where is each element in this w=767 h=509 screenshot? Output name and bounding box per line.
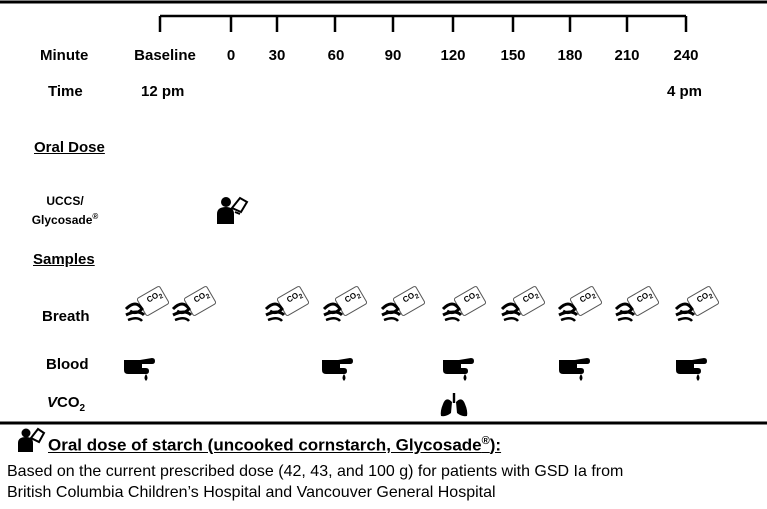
- minute-180: 180: [557, 47, 583, 64]
- minute-210: 210: [614, 47, 640, 64]
- samples-heading: Samples: [33, 251, 95, 268]
- finger-prick-blood-icon: [443, 358, 474, 381]
- uccs-label: UCCS/ Glycosade®: [31, 194, 99, 227]
- minute-150: 150: [500, 47, 526, 64]
- finger-prick-blood-icon: [322, 358, 353, 381]
- breath-bag-co2-icon: [124, 284, 171, 323]
- minute-30: 30: [268, 47, 286, 64]
- vco2-row-label: VCO2: [47, 394, 86, 414]
- breath-bag-co2-icon: [441, 284, 488, 323]
- breath-bag-co2-icon: [500, 284, 547, 323]
- time-end: 4 pm: [667, 83, 703, 100]
- oral-dose-heading: Oral Dose: [34, 139, 105, 156]
- minute-120: 120: [440, 47, 466, 64]
- lungs-icon: [440, 393, 468, 417]
- minute-240: 240: [673, 47, 699, 64]
- breath-bag-co2-icon: [557, 284, 604, 323]
- minute-90: 90: [384, 47, 402, 64]
- breath-row-label: Breath: [42, 308, 90, 325]
- note-line-1: Based on the current prescribed dose (42…: [7, 463, 624, 480]
- timeline-ticks: [158, 16, 688, 32]
- drinking-person-icon: [18, 427, 46, 452]
- breath-bag-co2-icon: [380, 284, 427, 323]
- minute-baseline: Baseline: [134, 47, 196, 64]
- breath-bag-co2-icon: [171, 284, 218, 323]
- time-start: 12 pm: [141, 83, 185, 100]
- drinking-person-icon: [217, 196, 249, 224]
- blood-row-label: Blood: [46, 356, 89, 373]
- finger-prick-blood-icon: [676, 358, 707, 381]
- finger-prick-blood-icon: [124, 358, 155, 381]
- minute-0: 0: [226, 47, 236, 64]
- minute-row-label: Minute: [40, 47, 89, 64]
- breath-bag-co2-icon: [674, 284, 721, 323]
- breath-bag-co2-icon: [614, 284, 661, 323]
- breath-bag-co2-icon: [322, 284, 369, 323]
- note-line-2: British Columbia Children’s Hospital and…: [7, 484, 496, 501]
- minute-60: 60: [327, 47, 345, 64]
- time-row-label: Time: [48, 83, 83, 100]
- note-title: Oral dose of starch (uncooked cornstarch…: [48, 435, 502, 455]
- breath-bag-co2-icon: [264, 284, 311, 323]
- finger-prick-blood-icon: [559, 358, 590, 381]
